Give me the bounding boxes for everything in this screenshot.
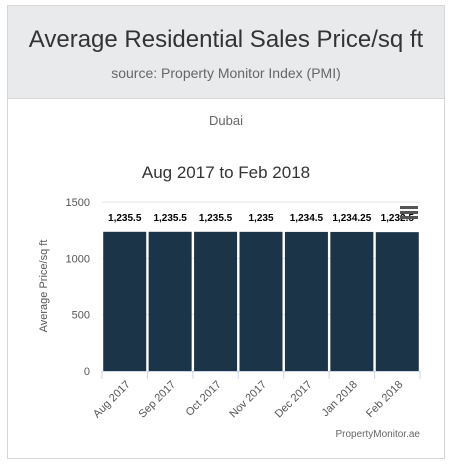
data-label: 1,235.5: [199, 213, 233, 224]
bar[interactable]: [239, 231, 283, 371]
card-header: Average Residential Sales Price/sq ft so…: [8, 6, 444, 99]
bar[interactable]: [330, 231, 374, 371]
x-tick-label: Feb 2018: [364, 379, 405, 420]
data-label: 1,234.5: [290, 213, 324, 224]
data-labels: 1,235.5 1,235.5 1,235.5 1,235 1,234.5 1,234.2…: [107, 212, 416, 226]
bar[interactable]: [103, 231, 147, 371]
x-tick-label: Sep 2017: [136, 379, 178, 421]
bar[interactable]: [148, 231, 192, 371]
y-tick-label: 1500: [66, 197, 90, 209]
credit-link[interactable]: PropertyMonitor.ae: [336, 429, 421, 440]
x-axis: Aug 2017 Sep 2017 Oct 2017 Nov 2017 Dec 2017…: [91, 371, 421, 421]
region-label: Dubai: [209, 113, 243, 128]
data-label: 1,235.5: [108, 213, 142, 224]
y-axis: 0 500 1000 1500: [66, 197, 90, 378]
page-subtitle: source: Property Monitor Index (PMI): [111, 65, 341, 81]
x-tick-label: Nov 2017: [227, 379, 269, 421]
y-axis-title: Average Price/sq ft: [38, 240, 50, 333]
data-label: 1,234.25: [332, 213, 371, 224]
x-tick-label: Jan 2018: [319, 379, 359, 419]
bars: [103, 231, 419, 371]
page-title: Average Residential Sales Price/sq ft: [28, 26, 424, 53]
data-label: 1,232.5: [381, 213, 415, 224]
y-tick-label: 1000: [66, 253, 90, 265]
data-label: 1,235.5: [153, 213, 187, 224]
bar[interactable]: [284, 231, 328, 371]
y-tick-label: 500: [72, 310, 90, 322]
bar[interactable]: [194, 231, 238, 371]
x-tick-label: Aug 2017: [91, 379, 133, 421]
bar[interactable]: [375, 232, 419, 371]
x-tick-label: Oct 2017: [184, 379, 224, 419]
x-tick-label: Dec 2017: [273, 379, 315, 421]
hamburger-menu-icon[interactable]: [400, 206, 418, 219]
chart-title: Aug 2017 to Feb 2018: [142, 163, 310, 182]
data-label: 1,235: [248, 213, 273, 224]
y-tick-label: 0: [84, 366, 90, 378]
